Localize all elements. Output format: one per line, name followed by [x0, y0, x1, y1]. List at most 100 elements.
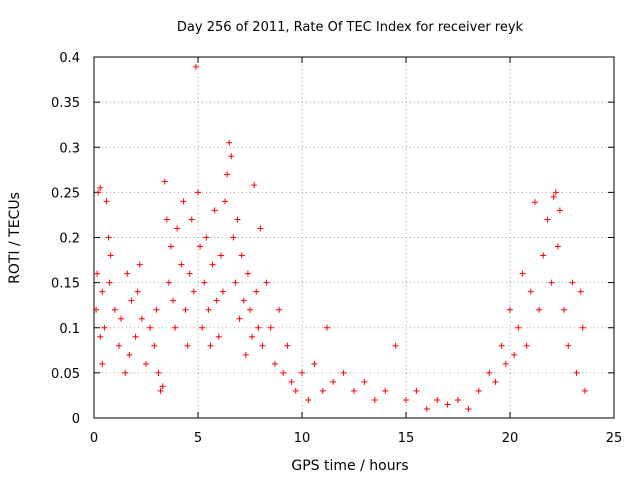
data-point	[382, 387, 389, 394]
data-point	[174, 225, 181, 232]
data-point	[172, 324, 179, 331]
data-point	[151, 342, 158, 349]
data-point	[423, 405, 430, 412]
data-point	[147, 324, 154, 331]
data-point	[507, 306, 513, 313]
data-point	[276, 306, 283, 313]
data-point	[251, 182, 258, 189]
data-point	[228, 153, 235, 160]
data-point	[434, 396, 441, 403]
data-point	[319, 387, 326, 394]
grid-lines	[94, 57, 614, 418]
data-point	[238, 252, 245, 259]
data-point	[240, 297, 247, 304]
y-tick-label: 0.4	[59, 51, 80, 66]
x-tick-label: 5	[194, 431, 202, 446]
data-point	[371, 396, 378, 403]
data-point	[180, 198, 187, 205]
data-point	[552, 189, 559, 196]
data-point	[544, 216, 551, 223]
data-point	[511, 351, 518, 358]
data-point	[351, 387, 357, 394]
data-point	[340, 369, 347, 376]
data-point	[157, 387, 164, 394]
data-point	[107, 252, 114, 259]
data-point	[205, 306, 212, 313]
data-point	[190, 288, 197, 295]
data-point	[299, 369, 305, 376]
data-point	[519, 270, 526, 277]
data-point	[128, 297, 135, 304]
data-point	[561, 306, 568, 313]
y-tick-label: 0.2	[59, 232, 80, 247]
y-axis-label: ROTI / TECUs	[7, 192, 23, 284]
data-point	[230, 234, 237, 241]
data-point	[249, 333, 256, 340]
data-point	[323, 324, 330, 331]
data-point	[217, 252, 224, 259]
data-point	[207, 342, 214, 349]
data-point	[97, 184, 104, 191]
data-point	[126, 351, 133, 358]
data-point	[143, 360, 149, 367]
x-tick-label: 15	[398, 431, 415, 446]
data-point	[124, 270, 131, 277]
data-point	[259, 342, 266, 349]
data-point	[170, 297, 177, 304]
data-point	[153, 306, 160, 313]
data-point	[242, 351, 249, 358]
data-point	[199, 324, 206, 331]
data-point	[215, 333, 222, 340]
data-point	[527, 288, 534, 295]
y-tick-label: 0.35	[51, 96, 80, 111]
data-point	[255, 324, 262, 331]
data-point	[280, 369, 287, 376]
data-point	[203, 234, 210, 241]
data-point	[134, 288, 141, 295]
data-point	[579, 324, 586, 331]
data-point	[159, 383, 166, 390]
data-point	[455, 396, 461, 403]
y-tick-label: 0	[72, 412, 80, 427]
data-point	[195, 189, 201, 196]
data-point	[118, 315, 125, 322]
data-point	[540, 252, 547, 259]
data-point	[554, 243, 561, 250]
data-point	[192, 63, 199, 70]
data-point	[197, 243, 204, 250]
data-point	[413, 387, 420, 394]
data-point	[105, 234, 112, 241]
data-point	[213, 297, 220, 304]
data-point	[392, 342, 399, 349]
data-point	[136, 261, 143, 268]
data-point	[161, 178, 168, 185]
data-point	[232, 279, 239, 286]
x-tick-label: 10	[294, 431, 311, 446]
data-point	[219, 288, 226, 295]
data-point	[523, 342, 530, 349]
data-point	[305, 396, 312, 403]
data-point	[94, 270, 101, 277]
data-point	[465, 405, 472, 412]
data-point	[97, 333, 104, 340]
data-point	[132, 333, 139, 340]
data-point	[244, 270, 251, 277]
data-point	[222, 198, 229, 205]
x-tick-label: 0	[90, 431, 98, 446]
data-point	[581, 387, 588, 394]
data-point	[548, 279, 555, 286]
data-point	[444, 401, 451, 408]
data-point	[122, 369, 129, 376]
data-point	[267, 324, 274, 331]
data-point	[569, 279, 576, 286]
data-point	[211, 207, 218, 214]
data-point	[292, 387, 299, 394]
data-point	[178, 261, 185, 268]
data-point	[577, 288, 584, 295]
data-point	[257, 225, 264, 232]
data-point	[550, 193, 557, 200]
data-point	[311, 360, 318, 367]
data-point	[188, 216, 195, 223]
data-point	[573, 369, 580, 376]
data-point	[284, 342, 291, 349]
